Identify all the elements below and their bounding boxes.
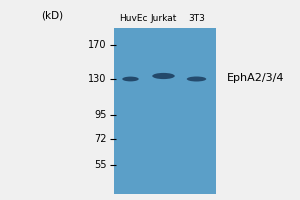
Ellipse shape xyxy=(122,77,139,81)
Ellipse shape xyxy=(187,76,206,82)
Text: 3T3: 3T3 xyxy=(188,14,205,23)
Text: Jurkat: Jurkat xyxy=(150,14,177,23)
Text: HuvEc: HuvEc xyxy=(119,14,148,23)
Text: 130: 130 xyxy=(88,74,106,84)
Text: EphA2/3/4: EphA2/3/4 xyxy=(226,73,284,83)
Text: 170: 170 xyxy=(88,40,106,50)
Text: 72: 72 xyxy=(94,134,106,144)
Ellipse shape xyxy=(152,73,175,79)
Bar xyxy=(114,28,216,194)
Text: (kD): (kD) xyxy=(41,10,64,20)
Text: 55: 55 xyxy=(94,160,106,170)
Text: 95: 95 xyxy=(94,110,106,120)
